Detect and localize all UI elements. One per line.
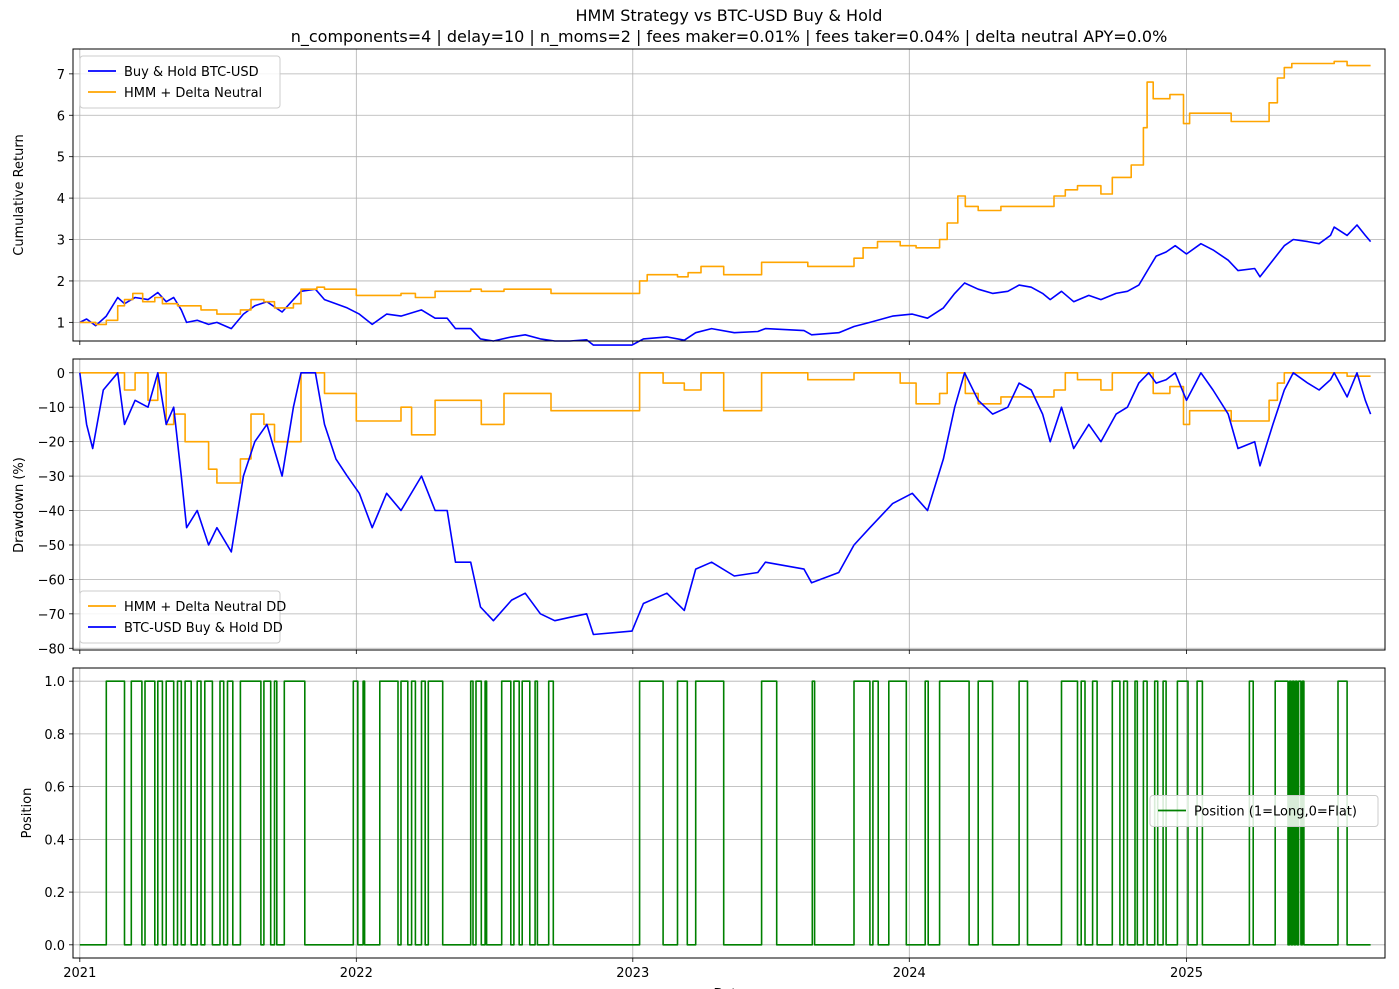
legend-label: HMM + Delta Neutral DD: [124, 600, 286, 615]
y-tick-label: 0.4: [44, 833, 65, 848]
y-tick-label: 5: [57, 151, 65, 166]
chart-subtitle: n_components=4 | delay=10 | n_moms=2 | f…: [291, 27, 1168, 47]
legend: Position (1=Long,0=Flat): [1149, 795, 1379, 827]
y-tick-label: −60: [38, 573, 65, 588]
axes-frame: [72, 667, 1386, 959]
y-tick-label: 1.0: [44, 675, 65, 690]
y-tick-label: 0.2: [44, 886, 65, 901]
y-tick-label: 1: [57, 316, 65, 331]
legend: HMM + Delta Neutral DD BTC-USD Buy & Hold…: [79, 590, 286, 644]
y-tick-label: −20: [38, 436, 65, 451]
legend-label: BTC-USD Buy & Hold DD: [124, 621, 283, 636]
y-axis-label: Cumulative Return: [12, 134, 27, 255]
y-tick-label: −30: [38, 470, 65, 485]
y-tick-label: 0.0: [44, 939, 65, 954]
y-tick-label: 6: [57, 109, 65, 124]
y-tick-label: −80: [38, 642, 65, 657]
y-tick-label: 4: [57, 192, 65, 207]
y-axis-label: Position: [20, 788, 35, 839]
series-line-2-0: [79, 680, 1371, 946]
y-tick-label: −10: [38, 401, 65, 416]
series-line-1-1: [79, 372, 1372, 636]
chart-title: HMM Strategy vs BTC-USD Buy & Hold: [576, 6, 883, 25]
legend-label: HMM + Delta Neutral: [124, 86, 262, 101]
series-line-0-1: [79, 60, 1371, 326]
y-tick-label: 0.6: [44, 781, 65, 796]
x-tick-label: 2023: [616, 966, 649, 981]
x-axis-label: Date: [713, 987, 744, 989]
x-tick-label: 2024: [893, 966, 926, 981]
y-tick-label: −50: [38, 539, 65, 554]
axes-frame: [72, 48, 1386, 342]
y-tick-label: 7: [57, 68, 65, 83]
series-line-0-0: [79, 224, 1372, 346]
legend-box: [79, 55, 281, 109]
legend-label: Buy & Hold BTC-USD: [124, 65, 259, 80]
legend-box: [79, 590, 281, 644]
legend: Buy & Hold BTC-USD HMM + Delta Neutral: [79, 55, 281, 109]
drawdown-panel: 0 −10 −20 −30 −40 −50 −60 −70 −80 Drawdown (%) HMM…: [12, 358, 1386, 657]
legend-box: [1149, 795, 1379, 827]
legend-label: Position (1=Long,0=Flat): [1194, 805, 1357, 820]
position-panel: 0.0 0.2 0.4 0.6 0.8 1.0 2021 2022 2023 2024 2025 Po…: [20, 667, 1386, 989]
x-tick-label: 2025: [1170, 966, 1203, 981]
x-tick-label: 2021: [63, 966, 96, 981]
axes-frame: [72, 358, 1386, 651]
y-tick-label: −40: [38, 505, 65, 520]
y-tick-label: 3: [57, 234, 65, 249]
series-line-1-0: [79, 372, 1371, 484]
cumulative-return-panel: 1 2 3 4 5 6 7 Cumulative Return Buy & Hold BTC-U…: [12, 48, 1386, 346]
y-tick-label: 2: [57, 275, 65, 290]
y-tick-label: −70: [38, 608, 65, 623]
y-tick-label: 0.8: [44, 728, 65, 743]
y-axis-label: Drawdown (%): [12, 457, 27, 553]
y-tick-label: 0: [57, 367, 65, 382]
x-tick-label: 2022: [340, 966, 373, 981]
